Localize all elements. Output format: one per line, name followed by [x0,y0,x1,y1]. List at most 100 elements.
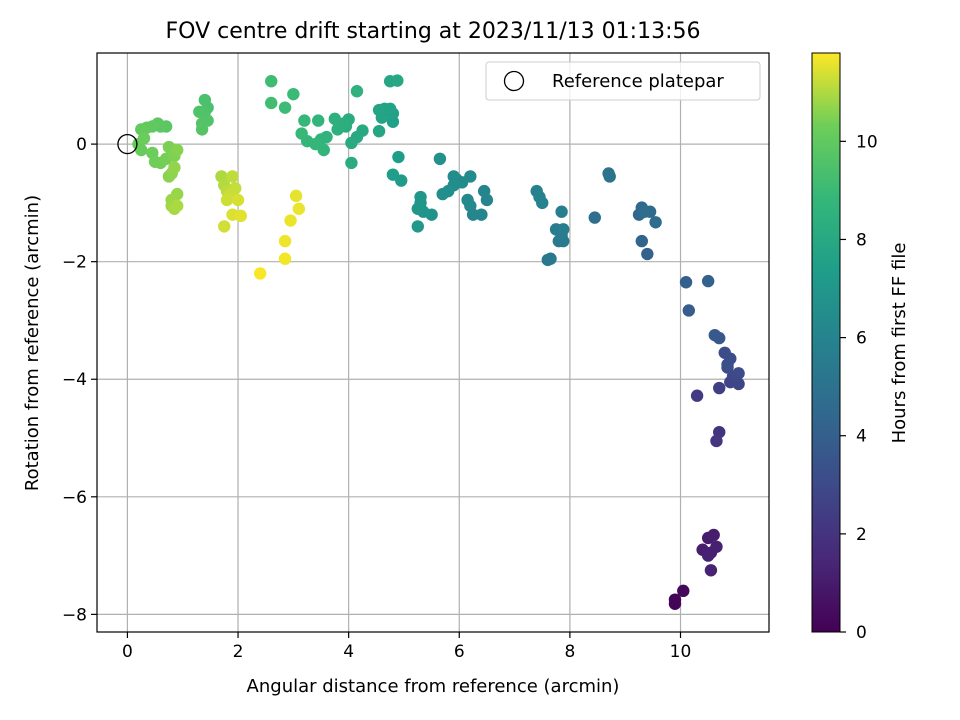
grid-lines [97,53,769,632]
data-point [289,189,303,203]
data-point [345,136,358,150]
data-point [278,252,292,265]
plot-frame [96,52,770,633]
data-point [265,75,278,88]
data-point [231,193,245,207]
colorbar-ticks: 0 2 4 6 8 10 [840,132,878,643]
data-point [701,549,715,562]
data-point [312,114,325,127]
data-point [391,74,404,87]
data-point [234,209,248,223]
data-point [433,152,447,166]
data-point [477,184,491,198]
data-point [328,112,342,126]
data-point [707,528,720,542]
colorbar-label: Hours from first FF file [889,243,910,444]
data-point [284,214,297,227]
data-point [649,216,662,229]
data-point [641,247,654,261]
x-tick-label: 10 [670,642,692,662]
data-point [295,127,308,140]
chart-title: FOV centre drift starting at 2023/11/13 … [166,19,701,44]
legend-marker-reference [503,70,525,92]
data-point [635,234,648,248]
data-point [710,540,723,553]
scatter-points [117,74,745,610]
data-point [278,234,292,248]
colorbar-tick-label: 8 [856,230,867,250]
data-point [386,168,400,181]
data-point [170,143,184,157]
data-point [265,96,278,110]
data-point [682,304,696,317]
data-point [732,367,745,380]
data-point [331,123,344,136]
data-point [287,87,300,101]
data-point [603,170,616,183]
data-point [704,564,718,577]
data-point [292,202,306,215]
y-tick-label: −6 [62,488,87,508]
data-point [638,205,651,218]
x-tick-label: 8 [564,642,575,662]
y-tick-label: −4 [62,370,87,390]
colorbar-tick-label: 2 [856,525,867,545]
y-tick-label: 0 [76,135,87,155]
legend: Reference platepar [485,61,761,101]
data-point [447,170,460,183]
data-point [555,205,568,218]
data-point [668,593,682,606]
data-point [226,170,239,183]
data-point [710,434,723,448]
colorbar-tick-label: 10 [856,132,878,152]
data-point [350,85,364,98]
data-point [170,199,184,213]
data-point [414,190,427,204]
data-point [533,190,546,204]
data-point [690,389,704,402]
data-point [220,193,234,207]
data-point [411,220,424,233]
y-axis-ticks: −8 −6 −4 −2 0 [62,135,97,625]
x-tick-label: 6 [454,642,465,662]
data-point [721,358,734,371]
data-point [135,143,148,157]
data-point [588,211,601,224]
data-point [557,223,570,236]
data-point [372,124,386,138]
colorbar [811,52,841,633]
data-point [677,584,690,598]
x-axis-label: Angular distance from reference (arcmin) [247,676,620,697]
data-point [195,123,209,136]
y-axis-label: Rotation from reference (arcmin) [22,195,43,491]
x-tick-label: 2 [233,642,244,662]
data-point [713,381,726,395]
data-point [679,276,693,289]
data-point [168,161,181,174]
data-point [544,252,557,265]
legend-label-reference: Reference platepar [552,71,724,92]
reference-platepar-marker [117,133,138,155]
data-point [461,193,474,207]
legend-box [485,61,761,101]
data-point [345,156,358,170]
data-point [193,105,206,118]
y-tick-label: −8 [62,605,87,625]
data-point [372,103,386,117]
colorbar-tick-label: 6 [856,329,867,349]
data-point [708,328,721,342]
data-point [411,202,424,215]
y-tick-label: −2 [62,253,87,273]
data-point [436,187,449,201]
data-point [278,101,292,114]
data-point [298,114,311,127]
data-point [718,346,731,359]
x-tick-label: 4 [343,642,354,662]
x-axis-ticks: 0 2 4 6 8 10 [122,632,691,662]
data-point [253,267,267,280]
data-point [392,150,405,164]
data-point [701,274,715,288]
colorbar-tick-label: 4 [856,427,867,447]
colorbar-tick-label: 0 [856,623,867,643]
